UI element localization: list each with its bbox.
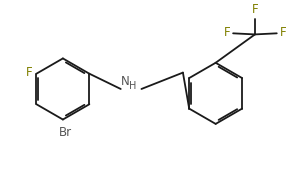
Text: H: H — [128, 81, 136, 91]
Text: Br: Br — [59, 126, 72, 138]
Text: F: F — [25, 66, 32, 79]
Text: F: F — [252, 3, 258, 16]
Text: F: F — [279, 26, 286, 39]
Text: N: N — [121, 76, 130, 88]
Text: F: F — [224, 26, 230, 39]
